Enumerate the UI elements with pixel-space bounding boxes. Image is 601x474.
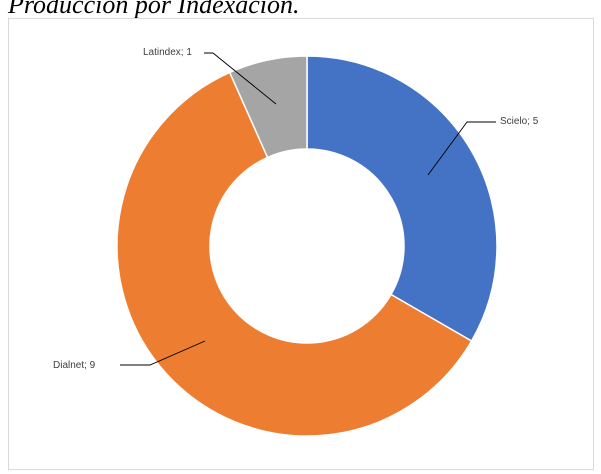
leader-line-scielo xyxy=(427,121,496,176)
slice-scielo xyxy=(306,55,498,343)
data-label-scielo: Scielo; 5 xyxy=(500,116,539,127)
slice-latindex xyxy=(228,55,308,159)
slice-dialnet xyxy=(116,71,473,437)
figure-caption: Producción por Indexación. xyxy=(8,0,300,19)
data-label-dialnet: Dialnet; 9 xyxy=(53,360,96,371)
data-label-latindex: Latindex; 1 xyxy=(143,47,192,58)
leader-line-dialnet xyxy=(120,340,206,366)
leader-line-latindex xyxy=(204,52,277,105)
